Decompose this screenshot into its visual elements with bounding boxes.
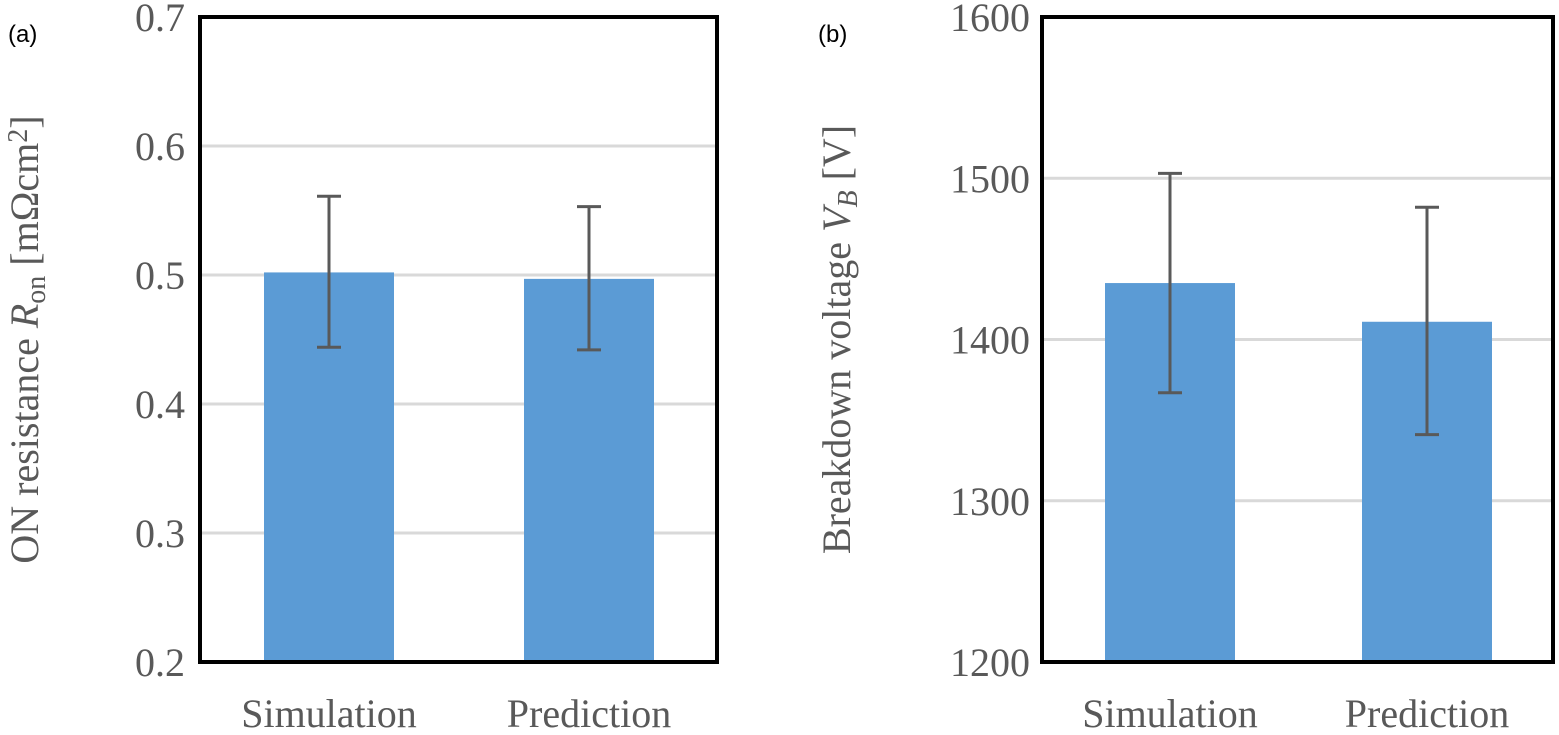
y-tick-label: 0.3 <box>135 511 185 556</box>
y-axis-label-part: on <box>21 276 52 304</box>
y-tick-label: 1500 <box>950 156 1030 201</box>
x-category-label: Simulation <box>241 691 417 735</box>
panel-label: (a) <box>8 21 37 48</box>
y-axis-label-part: R <box>2 304 47 329</box>
y-tick-label: 1600 <box>950 0 1030 40</box>
x-category-label: Simulation <box>1082 691 1258 735</box>
error-bar <box>317 194 341 349</box>
y-tick-label: 0.4 <box>135 382 185 427</box>
y-axis-label-part: ON resistance <box>2 328 47 563</box>
chart-panel-1: 1200 1300 1400 1500 1600 Simulation Prediction… <box>814 0 1555 735</box>
y-tick-label: 1400 <box>950 318 1030 363</box>
x-category-label: Prediction <box>1345 691 1509 735</box>
y-tick-label: 0.6 <box>135 124 185 169</box>
error-bar <box>1415 205 1439 437</box>
plot-area-border <box>1040 15 1555 664</box>
y-axis-label-part: B <box>833 190 864 207</box>
panel-label: (b) <box>818 21 847 48</box>
y-axis-label-part: [mΩcm <box>2 143 47 276</box>
y-tick-label: 1200 <box>950 640 1030 685</box>
y-tick-label: 0.2 <box>135 640 185 685</box>
error-bar <box>1158 171 1182 395</box>
y-tick-label: 1300 <box>950 479 1030 524</box>
x-category-label: Prediction <box>507 691 671 735</box>
y-axis-label-part: ] <box>2 115 47 128</box>
y-axis-label-part: V <box>814 203 859 232</box>
plot-area-border <box>198 15 719 664</box>
chart-panel-0: 0.2 0.3 0.4 0.5 0.6 0.7 Simulation Prediction (a… <box>2 0 719 735</box>
y-tick-label: 0.7 <box>135 0 185 40</box>
y-axis-label-part: Breakdown voltage <box>814 232 859 554</box>
y-axis-label: ON resistance Ron [mΩcm2] <box>2 115 52 563</box>
y-tick-label: 0.5 <box>135 253 185 298</box>
y-axis-label-part: 2 <box>3 129 34 143</box>
y-axis-label: Breakdown voltage VB [V] <box>814 125 864 554</box>
error-bar <box>577 205 601 352</box>
y-axis-label-part: [V] <box>814 125 859 191</box>
